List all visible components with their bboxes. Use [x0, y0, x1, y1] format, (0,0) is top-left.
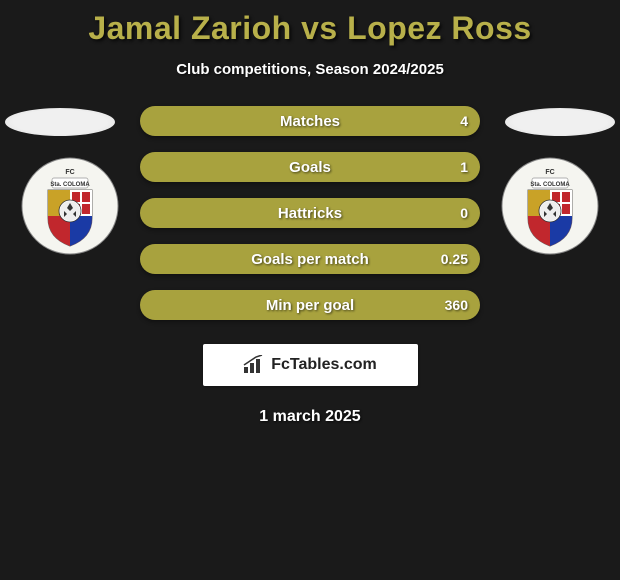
comparison-container: Jamal Zarioh vs Lopez Ross Club competit…	[0, 0, 620, 426]
stat-label: Goals per match	[140, 251, 480, 268]
brand-text: FcTables.com	[271, 356, 377, 374]
stat-value-right: 0	[460, 205, 468, 221]
player-photo-left	[5, 108, 115, 136]
club-badge-left: FC Sta. COLOMA	[20, 156, 120, 256]
stat-label: Matches	[140, 113, 480, 130]
club-badge-right: FC Sta. COLOMA	[500, 156, 600, 256]
stat-value-right: 0.25	[441, 251, 468, 267]
stat-label: Min per goal	[140, 297, 480, 314]
stat-rows: Matches 4 Goals 1 Hattricks 0 Goals per …	[140, 106, 480, 336]
shield-icon: FC Sta. COLOMA	[20, 156, 120, 256]
compare-area: FC Sta. COLOMA	[0, 106, 620, 336]
stat-row: Goals 1	[140, 152, 480, 182]
player-photo-right	[505, 108, 615, 136]
stat-row: Goals per match 0.25	[140, 244, 480, 274]
stat-value-right: 4	[460, 113, 468, 129]
svg-text:FC: FC	[65, 169, 74, 176]
page-title: Jamal Zarioh vs Lopez Ross	[0, 0, 620, 47]
brand-badge[interactable]: FcTables.com	[203, 344, 418, 386]
stat-row: Min per goal 360	[140, 290, 480, 320]
stat-row: Hattricks 0	[140, 198, 480, 228]
svg-text:Sta. COLOMA: Sta. COLOMA	[50, 182, 90, 188]
stat-value-right: 360	[445, 297, 468, 313]
svg-text:Sta. COLOMA: Sta. COLOMA	[530, 182, 570, 188]
stat-label: Goals	[140, 159, 480, 176]
shield-icon: FC Sta. COLOMA	[500, 156, 600, 256]
bar-chart-icon	[243, 355, 265, 375]
stat-value-right: 1	[460, 159, 468, 175]
stat-row: Matches 4	[140, 106, 480, 136]
svg-text:FC: FC	[545, 169, 554, 176]
stat-label: Hattricks	[140, 205, 480, 222]
subtitle: Club competitions, Season 2024/2025	[0, 61, 620, 78]
comparison-date: 1 march 2025	[0, 408, 620, 426]
